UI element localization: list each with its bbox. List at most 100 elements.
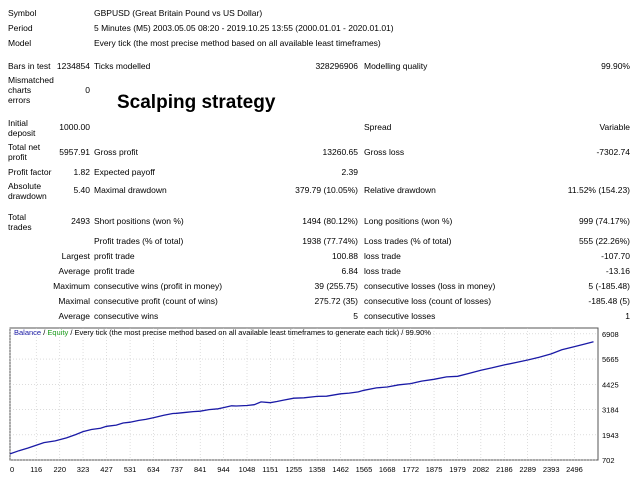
mclc-label: consecutive loss (count of losses)	[364, 296, 492, 306]
spread-value: Variable	[599, 122, 630, 132]
mcp-label: consecutive profit (count of wins)	[94, 296, 218, 306]
x-tick-label: 1668	[379, 465, 396, 474]
x-tick-label: 2082	[473, 465, 490, 474]
largest-loss-value: -107.70	[601, 251, 630, 261]
y-tick-label: 5665	[602, 355, 619, 364]
x-tick-label: 1875	[426, 465, 443, 474]
legend-separator: /	[41, 328, 48, 337]
x-tick-label: 116	[30, 465, 42, 474]
long-label: Long positions (won %)	[364, 216, 453, 226]
y-tick-label: 702	[602, 456, 615, 465]
average-profit-value: 6.84	[341, 266, 358, 276]
largest-profit-label: profit trade	[94, 251, 135, 261]
absdd-value: 5.40	[73, 185, 90, 195]
gross-loss-label: Gross loss	[364, 147, 405, 157]
trades-label-1: Total	[8, 212, 26, 222]
x-tick-label: 427	[100, 465, 113, 474]
spread-label: Spread	[364, 122, 392, 132]
x-tick-label: 220	[53, 465, 66, 474]
reldd-value: 11.52% (154.23)	[567, 185, 630, 195]
x-tick-label: 737	[170, 465, 183, 474]
y-tick-label: 3184	[602, 406, 619, 415]
ticks-value: 328296906	[315, 61, 358, 71]
trades-value: 2493	[71, 216, 90, 226]
maxdd-label: Maximal drawdown	[94, 185, 167, 195]
x-tick-label: 0	[10, 465, 14, 474]
x-tick-label: 531	[124, 465, 137, 474]
acw-label: consecutive wins	[94, 311, 159, 321]
pf-value: 1.82	[73, 167, 90, 177]
gross-loss-value: -7302.74	[596, 147, 630, 157]
largest-label: Largest	[61, 251, 90, 261]
pt-label: Profit trades (% of total)	[94, 236, 184, 246]
x-tick-label: 1772	[402, 465, 419, 474]
mclc-value: -185.48 (5)	[588, 296, 630, 306]
pf-label: Profit factor	[8, 167, 52, 177]
lt-value: 555 (22.26%)	[578, 236, 630, 246]
pt-value: 1938 (77.74%)	[302, 236, 358, 246]
gross-profit-label: Gross profit	[94, 147, 138, 157]
deposit-value: 1000.00	[59, 122, 90, 132]
y-tick-label: 6908	[602, 330, 619, 339]
chart-legend: Balance / Equity / Every tick (the most …	[14, 328, 431, 337]
maximum-label: Maximum	[53, 281, 90, 291]
reldd-label: Relative drawdown	[364, 185, 436, 195]
largest-loss-label: loss trade	[364, 251, 401, 261]
x-tick-label: 634	[147, 465, 160, 474]
net-label-1: Total net	[8, 142, 41, 152]
acl-label: consecutive losses	[364, 311, 436, 321]
x-tick-label: 1979	[449, 465, 466, 474]
gross-profit-value: 13260.65	[322, 147, 358, 157]
symbol-value: GBPUSD (Great Britain Pound vs US Dollar…	[94, 8, 263, 18]
short-label: Short positions (won %)	[94, 216, 184, 226]
mismatch-label-2: charts	[8, 85, 32, 95]
deposit-label-1: Initial	[8, 118, 28, 128]
mcl-label: consecutive losses (loss in money)	[364, 281, 496, 291]
average-label: Average	[58, 266, 90, 276]
series-line-balance	[9, 341, 594, 455]
maxdd-value: 379.79 (10.05%)	[295, 185, 358, 195]
quality-label: Modelling quality	[364, 61, 428, 71]
mismatch-label-3: errors	[8, 95, 31, 105]
x-tick-label: 841	[194, 465, 207, 474]
bars-value: 1234854	[56, 61, 90, 71]
x-tick-label: 944	[217, 465, 230, 474]
legend-equity: Equity	[47, 328, 69, 337]
average2-label: Average	[58, 311, 90, 321]
symbol-label: Symbol	[8, 8, 37, 18]
x-tick-label: 1151	[262, 465, 278, 474]
x-tick-label: 1462	[332, 465, 349, 474]
quality-value: 99.90%	[601, 61, 630, 71]
ticks-label: Ticks modelled	[94, 61, 151, 71]
x-tick-label: 2186	[496, 465, 513, 474]
deposit-label-2: deposit	[8, 128, 36, 138]
absdd-label-2: drawdown	[8, 191, 47, 201]
mcp-value: 275.72 (35)	[314, 296, 358, 306]
absdd-label-1: Absolute	[8, 181, 42, 191]
short-value: 1494 (80.12%)	[302, 216, 358, 226]
x-tick-label: 1048	[239, 465, 256, 474]
lt-label: Loss trades (% of total)	[364, 236, 452, 246]
ep-label: Expected payoff	[94, 167, 155, 177]
balance-chart: 0 116 220 323 427 531 634 737 841 944 1048 1151 1255…	[8, 326, 634, 476]
x-tick-label: 1255	[285, 465, 302, 474]
mismatch-value: 0	[85, 85, 90, 95]
model-label: Model	[8, 38, 32, 48]
mcw-value: 39 (255.75)	[314, 281, 358, 291]
overlay-title: Scalping strategy	[117, 92, 276, 113]
acl-value: 1	[625, 311, 630, 321]
maximal-label: Maximal	[58, 296, 90, 306]
average-loss-label: loss trade	[364, 266, 401, 276]
x-tick-label: 1358	[309, 465, 326, 474]
x-tick-label: 2393	[543, 465, 560, 474]
legend-description: / Every tick (the most precise method ba…	[68, 328, 431, 337]
x-tick-label: 323	[77, 465, 90, 474]
y-tick-label: 4425	[602, 380, 619, 389]
largest-profit-value: 100.88	[332, 251, 358, 261]
model-value: Every tick (the most precise method base…	[94, 38, 381, 48]
legend-balance: Balance	[14, 328, 42, 337]
x-tick-label: 2496	[566, 465, 583, 474]
mismatch-label-1: Mismatched	[8, 75, 54, 85]
average-loss-value: -13.16	[605, 266, 630, 276]
average-profit-label: profit trade	[94, 266, 135, 276]
